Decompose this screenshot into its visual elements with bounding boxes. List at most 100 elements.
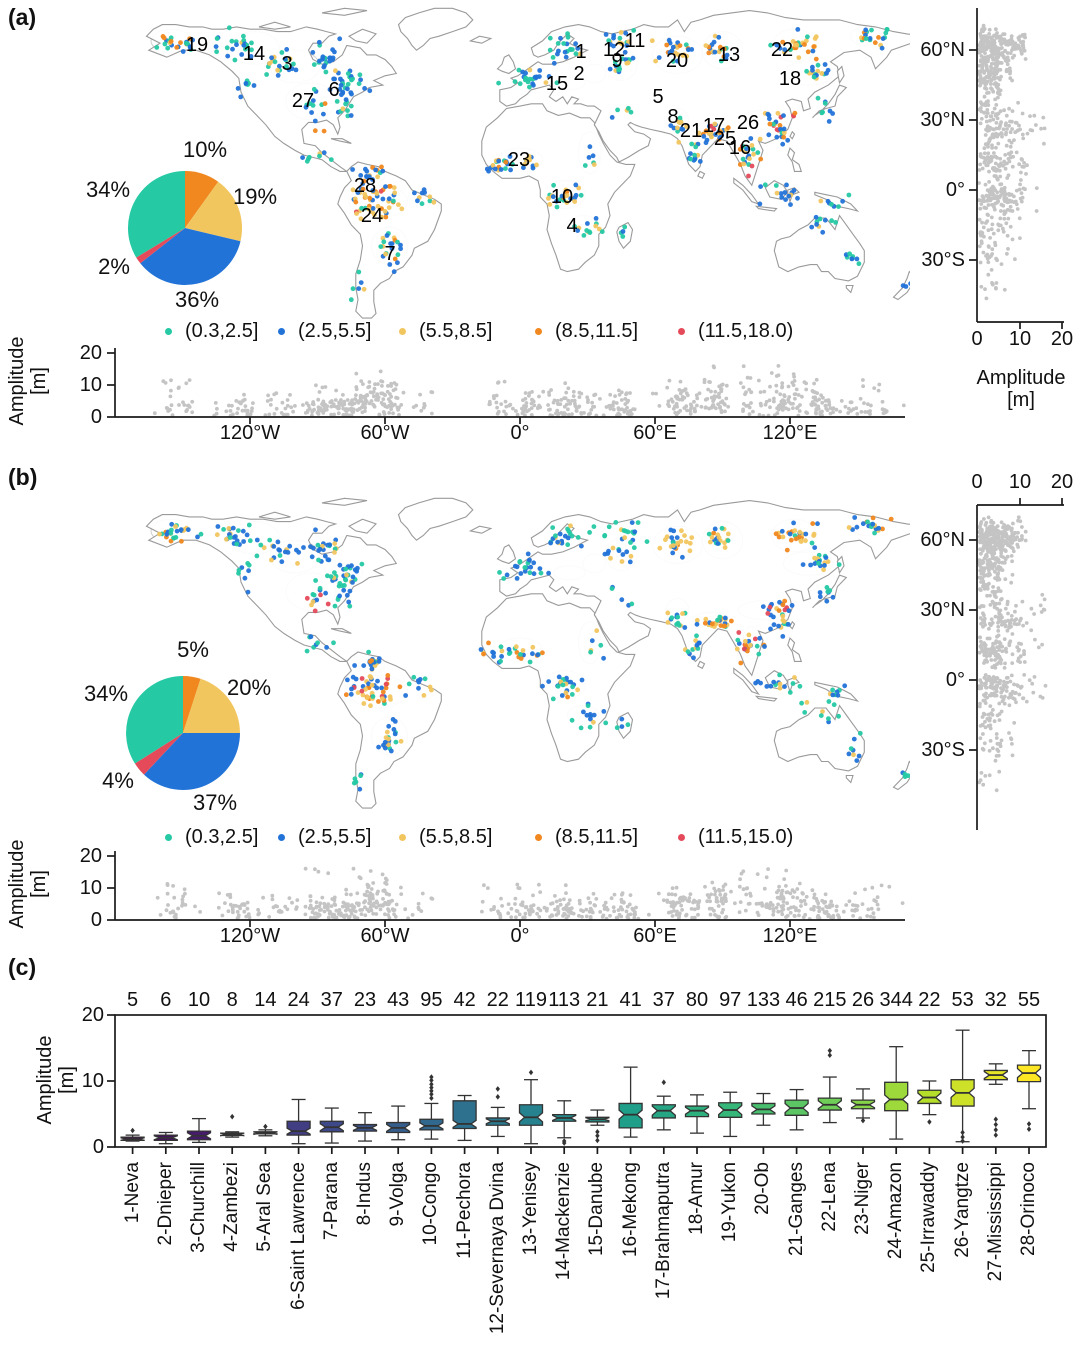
station-dot xyxy=(863,27,869,33)
station-dot xyxy=(825,198,831,204)
station-dot xyxy=(591,162,597,168)
station-dot xyxy=(702,620,708,626)
station-dot xyxy=(239,52,245,57)
station-dot xyxy=(295,561,300,566)
station-dot xyxy=(154,45,160,50)
station-dot xyxy=(570,47,575,52)
station-dot xyxy=(382,208,388,214)
station-dot xyxy=(555,51,560,57)
station-dot xyxy=(778,126,783,132)
station-dot xyxy=(309,110,314,115)
station-dot xyxy=(780,613,786,619)
station-dot xyxy=(238,94,244,100)
station-dot xyxy=(694,621,700,627)
station-dot xyxy=(863,36,869,41)
station-dot xyxy=(689,141,695,147)
station-dot xyxy=(569,692,575,697)
station-dot xyxy=(781,130,787,136)
station-dot xyxy=(757,201,763,207)
station-dot xyxy=(902,771,908,777)
station-dot xyxy=(771,622,777,628)
station-dot xyxy=(824,585,830,590)
station-dot xyxy=(527,659,533,665)
station-dot xyxy=(748,136,754,141)
pie-slice xyxy=(140,228,241,285)
station-dot xyxy=(786,193,792,199)
station-dot xyxy=(351,780,357,786)
station-dot xyxy=(543,80,549,85)
station-dot xyxy=(551,182,556,188)
station-dot xyxy=(508,167,513,173)
station-dot xyxy=(316,39,322,45)
station-dot xyxy=(791,188,797,193)
station-dot xyxy=(368,703,373,709)
station-dot xyxy=(330,55,336,61)
station-dot xyxy=(358,216,364,222)
station-dot xyxy=(591,719,596,725)
station-dot xyxy=(792,110,798,116)
station-dot xyxy=(578,725,584,731)
station-dot xyxy=(312,128,318,134)
station-dot xyxy=(241,539,247,544)
station-dot xyxy=(311,86,317,92)
station-dot xyxy=(830,594,836,600)
station-dot xyxy=(725,531,731,537)
station-dot xyxy=(722,545,728,550)
station-dot xyxy=(717,135,723,141)
station-dot xyxy=(581,233,587,238)
station-dot xyxy=(386,196,392,202)
station-dot xyxy=(246,522,252,528)
station-dot xyxy=(781,126,787,132)
station-dot xyxy=(783,197,788,203)
station-dot xyxy=(632,529,638,535)
station-dot xyxy=(625,722,631,728)
station-dot xyxy=(854,524,860,530)
station-dot xyxy=(388,748,394,754)
outlier-diamond xyxy=(860,1117,866,1124)
station-dot xyxy=(301,545,306,550)
station-dot xyxy=(578,192,584,198)
station-dot xyxy=(379,164,384,170)
station-dot xyxy=(246,568,252,574)
station-dot xyxy=(865,519,870,525)
outlier-diamond xyxy=(993,1121,998,1128)
outlier-diamond xyxy=(595,1132,600,1139)
station-dot xyxy=(398,246,403,252)
station-dot xyxy=(796,55,802,60)
station-dot xyxy=(758,184,763,190)
station-dot xyxy=(512,79,518,84)
station-dot xyxy=(540,683,545,689)
station-dot xyxy=(241,33,246,39)
station-dot xyxy=(779,195,785,200)
station-dot xyxy=(588,649,593,655)
station-dot xyxy=(856,261,862,267)
station-dot xyxy=(780,634,786,639)
station-dot xyxy=(756,651,762,657)
station-dot xyxy=(785,137,791,143)
station-dot xyxy=(723,56,729,62)
station-dot xyxy=(776,608,782,613)
station-dot xyxy=(736,630,742,635)
station-dot xyxy=(304,595,310,601)
station-dot xyxy=(867,36,873,41)
station-dot xyxy=(530,81,535,87)
station-dot xyxy=(824,70,829,76)
outlier-diamond xyxy=(960,1129,965,1136)
station-dot xyxy=(395,260,400,266)
station-dot xyxy=(626,105,631,111)
station-dot xyxy=(822,217,828,223)
station-dot xyxy=(388,241,393,247)
station-dot xyxy=(848,746,854,751)
outlier-diamond xyxy=(130,1127,135,1134)
station-dot xyxy=(847,251,852,257)
station-dot xyxy=(776,534,782,540)
station-dot xyxy=(345,71,351,76)
station-dot xyxy=(777,672,782,678)
station-dot xyxy=(514,576,520,581)
station-dot xyxy=(725,538,731,543)
station-dot xyxy=(523,157,529,163)
station-dot xyxy=(364,174,370,180)
station-dot xyxy=(753,680,758,686)
station-dot xyxy=(171,535,177,541)
